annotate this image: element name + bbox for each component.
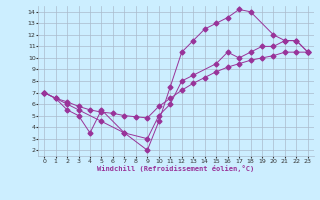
X-axis label: Windchill (Refroidissement éolien,°C): Windchill (Refroidissement éolien,°C)	[97, 165, 255, 172]
